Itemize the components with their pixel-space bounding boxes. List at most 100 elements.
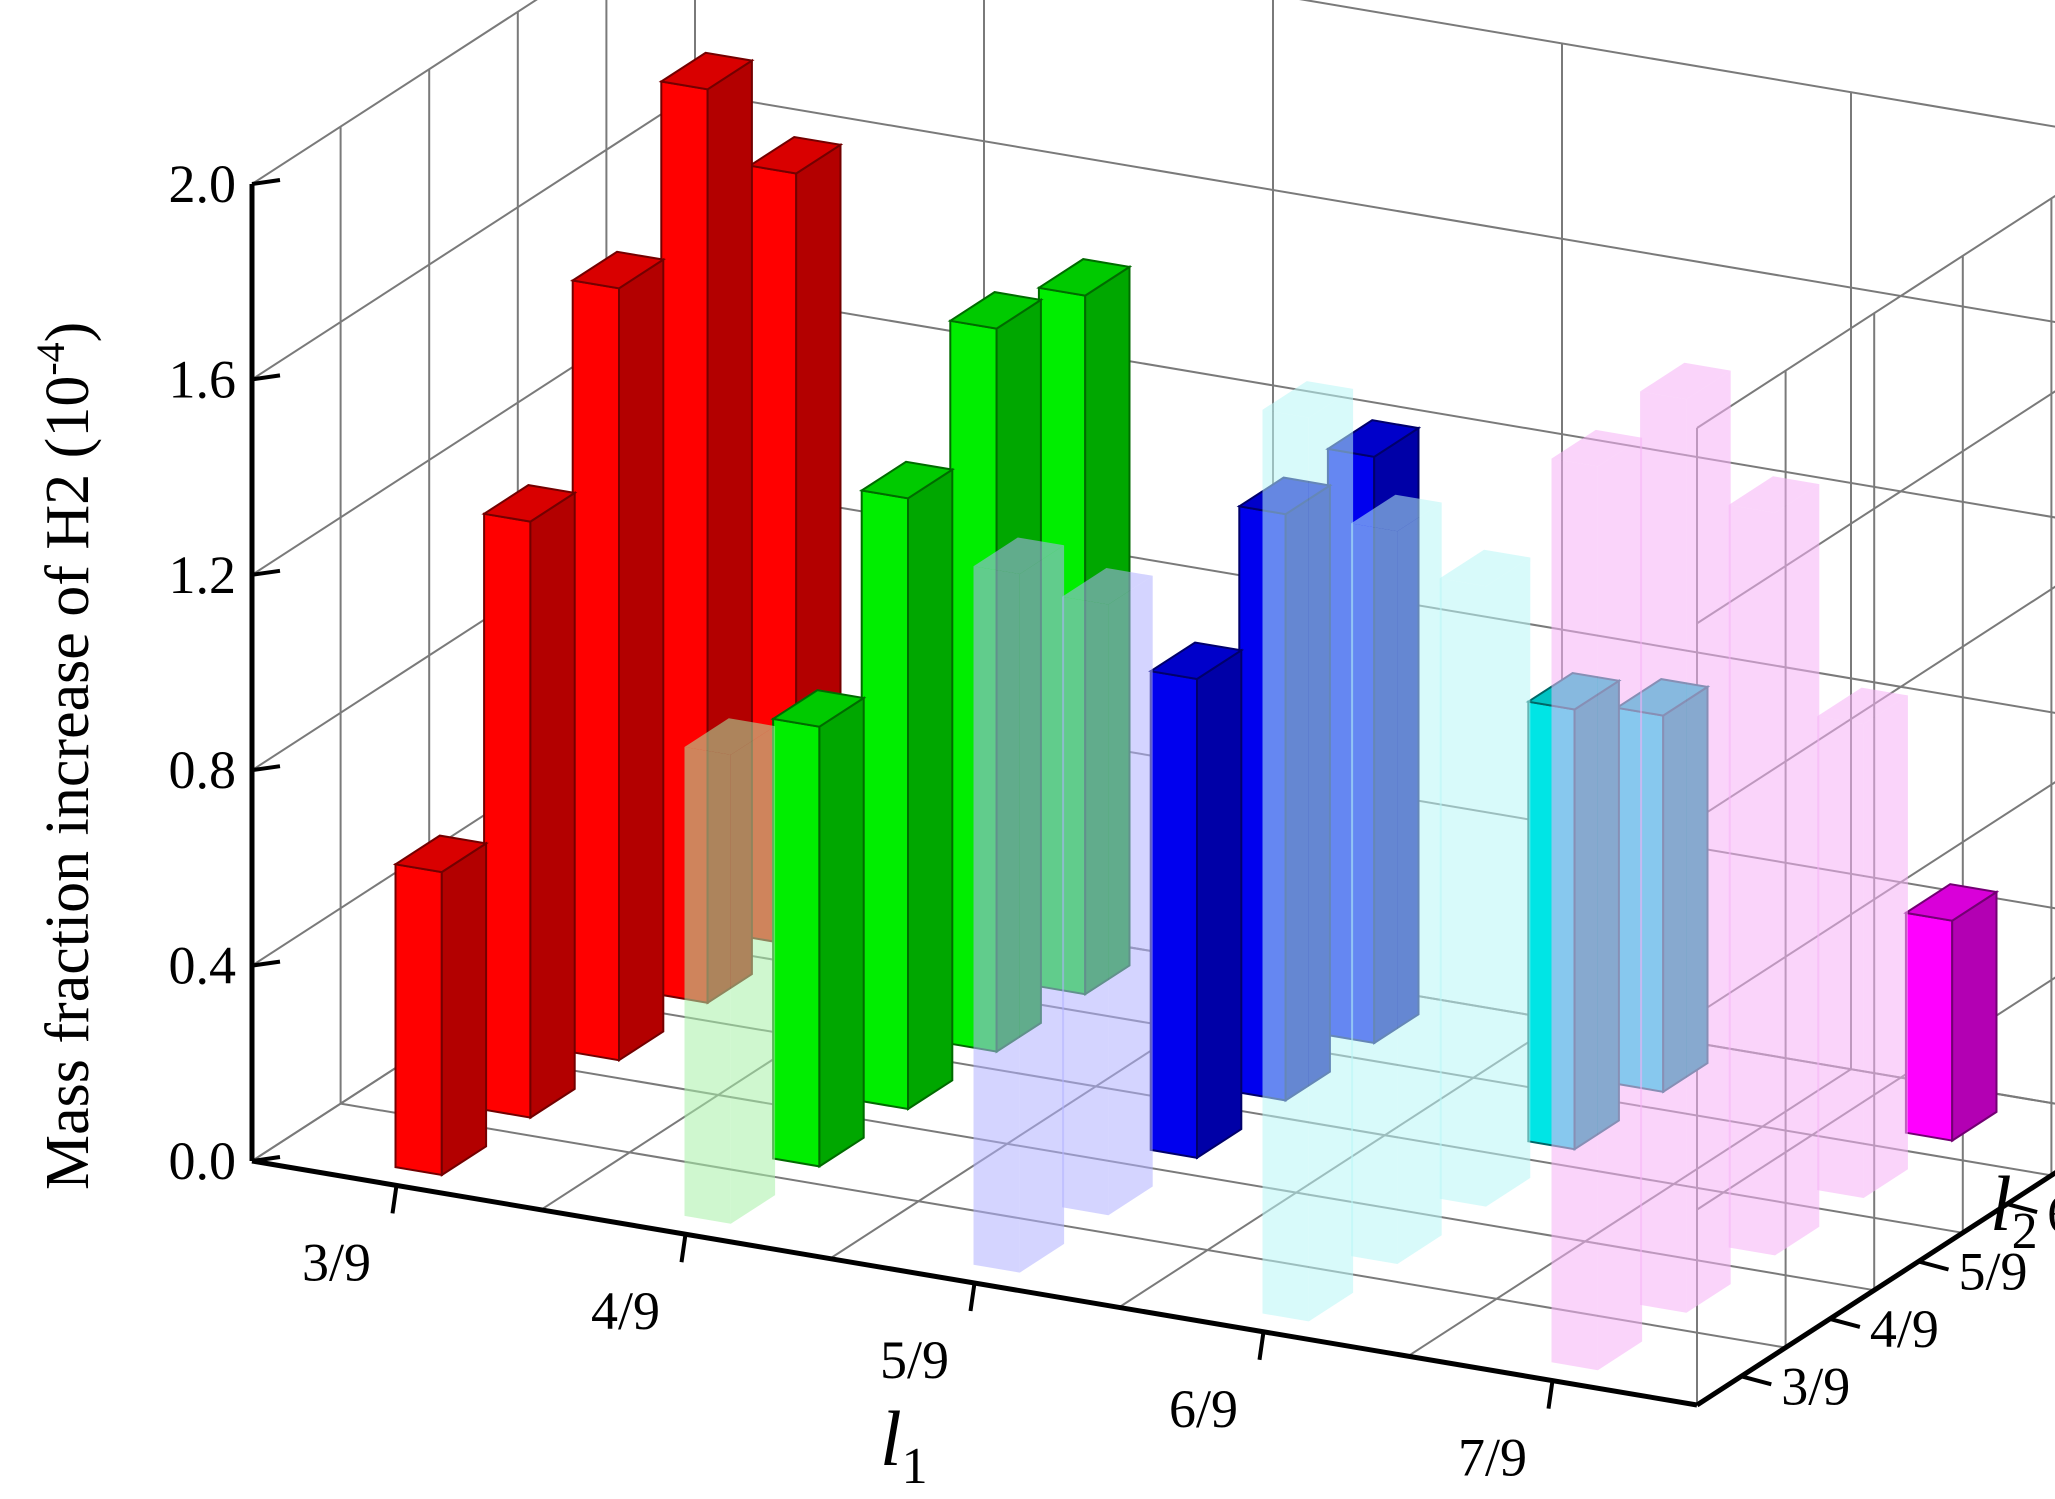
y-tick-mark [1829,1316,1861,1329]
x-tick-label: 5/9 [880,1330,949,1390]
back-wall-grid-line [694,91,2055,324]
bar-front-face [1817,716,1864,1198]
bar-side-face [1597,437,1643,1371]
bar-side-face [529,491,576,1120]
bar-front-face [1262,409,1309,1322]
x-tick-label: 4/9 [591,1281,660,1341]
x-tick-label: 7/9 [1458,1428,1527,1488]
bar-top-face [684,718,776,755]
y-tick-mark [1917,1259,1950,1272]
bar-front-face [1149,670,1198,1159]
bar-side-face [1486,557,1531,1207]
bar-top-face [1351,494,1442,532]
bar-top-face [658,51,755,91]
z-tick-mark [251,764,281,773]
bar-front-face [394,863,443,1177]
bar-layer [392,51,2000,1371]
y-tick-label: 3/9 [1781,1356,1850,1416]
z-tick-label: 1.2 [169,545,237,605]
z-tick-label: 0.0 [169,1131,237,1191]
bar-side-face [1775,484,1820,1256]
bar-front-face [1439,578,1486,1207]
z-tick-mark [251,568,281,577]
y-tick-mark [2006,1202,2038,1215]
z-tick-label: 0.4 [169,936,237,996]
x-tick-mark [390,1185,399,1214]
z-tick-label: 2.0 [169,154,237,214]
bar-side-face [818,696,865,1169]
bar-top-face [973,537,1065,574]
z-axis-title: Mass fraction increase of H2 (10-4) [28,322,102,1190]
bar-6/9-4/9 [1351,494,1442,1264]
bar-side-face [907,467,954,1111]
axis-layer [249,178,2055,1409]
x-tick-label: 6/9 [1169,1379,1238,1439]
bar-top-face [1062,568,1153,605]
bar-top-face [1036,258,1133,297]
bar-front-face [772,717,821,1168]
bar-front-face [860,489,909,1111]
bar-front-face [1728,505,1775,1256]
bar-top-face [1262,381,1354,418]
z-tick-label: 0.8 [169,740,237,800]
back-wall-grid-line [1298,0,2055,128]
bar-7/9-7/9 [1903,883,2000,1143]
bar-front-face [571,279,620,1062]
bar-top-face [1903,883,2000,922]
bar-top-face [1817,687,1908,725]
bar-3/9-3/9 [392,834,489,1177]
y-tick-mark [1740,1374,1772,1387]
bar-side-face [1019,545,1065,1273]
bar-top-face [1147,641,1245,681]
left-wall-grid-line [251,0,538,185]
bar-3/9-4/9 [481,484,578,1120]
left-wall-grid-line [251,91,696,381]
bar-5/9-3/9 [973,537,1065,1273]
bar-side-face [1308,388,1354,1322]
bar-top-face [1439,549,1531,587]
side-wall-grid-line [1696,194,2055,429]
bar-6/9-3/9 [1262,381,1354,1322]
bar-7/9-4/9 [1640,362,1731,1313]
bar-5/9-4/9 [1062,568,1153,1216]
bar-side-face [1196,648,1243,1160]
bar-7/9-6/9 [1817,687,1908,1198]
x-tick-mark [679,1233,688,1263]
bar-front-face [684,747,731,1224]
bar-side-face [440,841,488,1177]
x-tick-label: 3/9 [302,1232,371,1292]
bar-front-face [1551,458,1598,1371]
z-tick-mark [251,178,281,186]
bar-front-face [1640,391,1687,1313]
bar-5/9-5/9 [1147,641,1245,1160]
back-wall-grid-line [694,286,2055,519]
bar-side-face [1863,695,1908,1198]
bar-front-face [1904,911,1954,1142]
bar-side-face [1686,370,1731,1313]
z-tick-mark [251,373,281,382]
bar-3/9-5/9 [569,250,667,1063]
label-layer: 0.0 0.4 0.8 1.2 1.6 2.0 3/9 4/9 5/9 6/9 7/9 3/9 4/9 5… [28,154,2055,1495]
y-tick-label: 6/9 [2047,1184,2055,1244]
bar-4/9-3/9 [684,718,776,1224]
x-tick-mark [1546,1380,1555,1409]
y-tick-label: 5/9 [1959,1242,2028,1302]
bar-top-face [1728,476,1820,513]
y-axis-title: l2 [1990,1160,2038,1260]
bar-top-face [747,135,844,175]
x-tick-mark [968,1282,977,1312]
z-tick-label: 1.6 [169,349,237,409]
bar-side-face [1397,502,1442,1264]
bar-front-face [973,566,1020,1273]
bar-7/9-3/9 [1551,429,1643,1371]
x-axis-title: l1 [880,1395,928,1494]
bar-side-face [618,257,665,1063]
bar-4/9-4/9 [770,689,867,1169]
bar-top-face [770,689,867,728]
bar-top-face [569,250,667,290]
bar-front-face [1062,596,1109,1216]
y-tick-label: 4/9 [1870,1299,1939,1359]
bar-top-face [1640,362,1731,400]
